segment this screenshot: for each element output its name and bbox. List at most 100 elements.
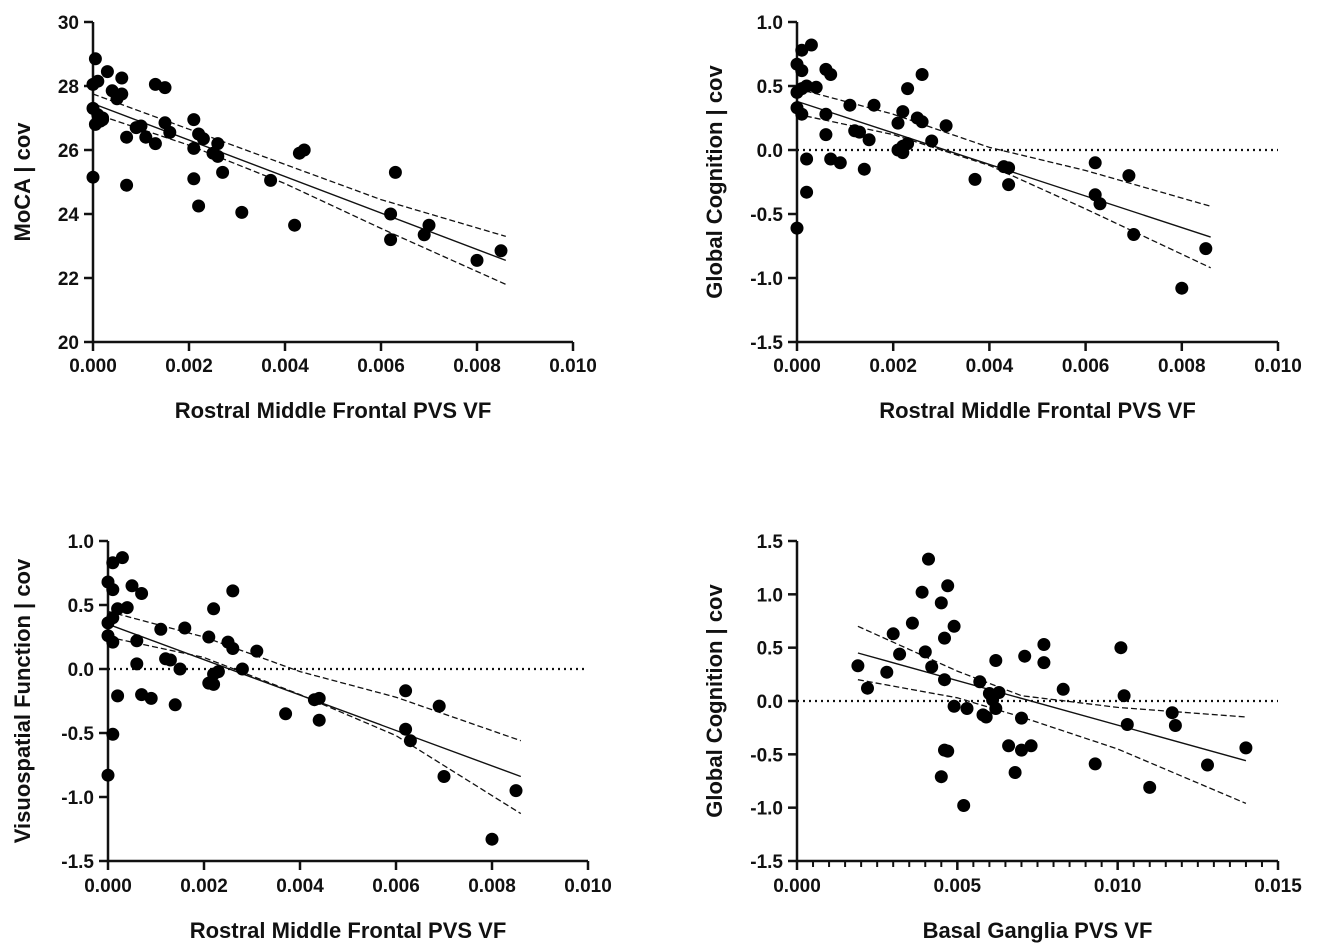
data-point: [941, 744, 955, 758]
y-tick-label: 0.0: [757, 141, 783, 162]
data-point: [925, 660, 939, 674]
x-axis-label: Basal Ganglia PVS VF: [923, 918, 1153, 943]
y-axis-label: MoCA | cov: [10, 122, 35, 242]
data-point: [1127, 228, 1141, 241]
y-tick-label: 0.5: [757, 639, 784, 660]
data-point: [989, 702, 1003, 715]
data-point: [187, 113, 201, 127]
data-point: [144, 691, 158, 705]
data-point: [1122, 169, 1136, 183]
data-point: [833, 156, 847, 170]
data-point: [312, 713, 326, 727]
y-tick-label: -1.0: [750, 799, 783, 820]
x-tick-label: 0.010: [549, 356, 597, 377]
data-point: [216, 165, 230, 179]
data-point: [168, 698, 182, 712]
y-tick-label: -0.5: [61, 724, 94, 745]
data-point: [187, 141, 201, 155]
data-point: [163, 125, 177, 139]
data-point: [399, 722, 413, 736]
data-point: [250, 644, 264, 658]
data-point: [1024, 739, 1038, 753]
y-tick-label: 1.5: [757, 532, 784, 553]
data-point: [115, 71, 129, 85]
data-point: [1120, 718, 1134, 731]
data-point: [120, 130, 134, 144]
data-point: [819, 128, 833, 142]
x-tick-label: 0.006: [357, 356, 405, 377]
chart-panel-1: 20 22 24 26 28 30 0.000 0.002 0.004 0.006 0.008 0.0…: [10, 13, 597, 423]
y-tick-label: 1.0: [757, 585, 783, 606]
data-point: [417, 228, 431, 242]
data-point: [1165, 706, 1179, 720]
data-point: [1037, 638, 1051, 651]
data-point: [938, 631, 951, 645]
data-point: [509, 784, 523, 798]
data-point: [915, 115, 929, 129]
data-point: [896, 146, 910, 160]
data-point: [120, 178, 134, 192]
y-axis-label: Global Cognition | cov: [702, 64, 727, 298]
data-point: [947, 619, 961, 633]
data-point: [163, 653, 177, 667]
data-point: [1093, 197, 1107, 211]
data-point: [804, 38, 818, 52]
data-point: [207, 602, 221, 616]
data-point: [922, 552, 935, 566]
data-point: [494, 244, 508, 258]
y-axis-label: Global Cognition | cov: [702, 583, 727, 817]
data-point: [861, 681, 874, 695]
data-point: [1002, 161, 1016, 175]
y-tick-label: 30: [58, 13, 79, 34]
data-point: [106, 583, 120, 597]
data-point: [992, 686, 1006, 699]
data-point: [1199, 242, 1213, 256]
data-point: [880, 665, 894, 679]
x-axis-label: Rostral Middle Frontal PVS VF: [175, 398, 492, 423]
data-point: [125, 579, 139, 593]
y-tick-label: 1.0: [757, 13, 783, 34]
x-tick-label: 0.002: [869, 356, 917, 377]
confidence-band-upper: [857, 625, 1246, 718]
x-tick-label: 0.000: [773, 356, 821, 377]
data-point: [790, 221, 804, 235]
data-point: [824, 68, 838, 81]
x-tick-label: 0.010: [1254, 356, 1302, 377]
y-tick-label: 0.0: [68, 660, 94, 681]
data-point: [106, 556, 120, 570]
data-point: [235, 662, 249, 676]
data-point: [485, 832, 499, 846]
data-point: [115, 87, 129, 101]
data-point: [800, 152, 814, 166]
y-tick-label: 24: [58, 205, 80, 226]
data-point: [384, 233, 398, 247]
data-point: [1239, 741, 1253, 755]
data-point: [192, 199, 206, 213]
y-tick-label: -1.0: [750, 269, 783, 290]
data-point: [989, 654, 1003, 667]
data-point: [1018, 649, 1032, 663]
x-tick-label: 0.002: [165, 356, 213, 377]
regression-line: [857, 652, 1247, 762]
x-tick-label: 0.000: [69, 356, 117, 377]
regression-line: [92, 102, 507, 262]
confidence-band-upper: [796, 87, 1211, 207]
y-tick-label: -0.5: [750, 745, 783, 766]
x-tick-label: 0.002: [180, 876, 228, 897]
data-point: [187, 172, 201, 186]
data-point: [979, 710, 993, 724]
data-point: [1015, 711, 1028, 725]
data-point: [1056, 682, 1070, 696]
data-point: [279, 707, 293, 721]
data-point: [795, 43, 809, 57]
data-point: [905, 616, 919, 630]
data-point: [938, 673, 951, 687]
data-point: [809, 80, 823, 94]
data-point: [915, 585, 929, 599]
x-tick-label: 0.010: [564, 876, 612, 897]
chart-panel-3: -1.5 -1.0 -0.5 0.0 0.5 1.0 0.000 0.002 0.004 0.00…: [10, 532, 612, 943]
y-tick-label: 1.0: [68, 532, 94, 553]
data-point: [96, 113, 110, 127]
data-point: [384, 207, 398, 221]
